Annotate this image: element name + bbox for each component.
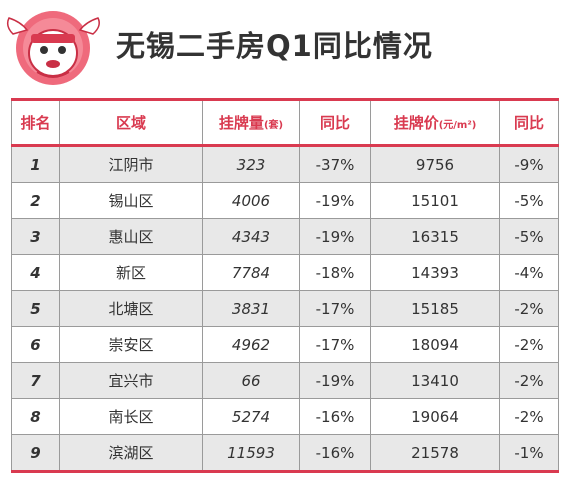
cell-rank: 9: [11, 434, 60, 473]
cell-price: 9756: [370, 145, 500, 183]
cell-price: 16315: [370, 218, 500, 255]
header-district: 区域: [59, 98, 203, 147]
cell-listings-yoy: -19%: [299, 362, 371, 399]
cell-listings: 5274: [202, 398, 300, 435]
cell-listings-yoy: -16%: [299, 398, 371, 435]
table-row: 3 惠山区 4343 -19% 16315 -5%: [11, 218, 559, 255]
table-header-row: 排名 区域 挂牌量(套) 同比 挂牌价(元/m²) 同比: [11, 98, 559, 147]
cell-price: 19064: [370, 398, 500, 435]
cell-price-yoy: -2%: [499, 362, 559, 399]
cell-listings-yoy: -17%: [299, 290, 371, 327]
table-row: 5 北塘区 3831 -17% 15185 -2%: [11, 290, 559, 327]
header-rank: 排名: [11, 98, 60, 147]
cell-district: 北塘区: [59, 290, 203, 327]
cell-rank: 1: [11, 145, 60, 183]
cell-listings: 4962: [202, 326, 300, 363]
header-price-yoy: 同比: [499, 98, 559, 147]
cell-price-yoy: -2%: [499, 290, 559, 327]
table-row: 1 江阴市 323 -37% 9756 -9%: [11, 145, 559, 183]
table-row: 6 崇安区 4962 -17% 18094 -2%: [11, 326, 559, 363]
table-row: 8 南长区 5274 -16% 19064 -2%: [11, 398, 559, 435]
table-row: 9 滨湖区 11593 -16% 21578 -1%: [11, 434, 559, 473]
cell-listings-yoy: -17%: [299, 326, 371, 363]
cell-price-yoy: -1%: [499, 434, 559, 473]
table-row: 4 新区 7784 -18% 14393 -4%: [11, 254, 559, 291]
cell-listings: 4343: [202, 218, 300, 255]
cell-district: 南长区: [59, 398, 203, 435]
cell-district: 新区: [59, 254, 203, 291]
cell-listings: 4006: [202, 182, 300, 219]
cell-price: 15101: [370, 182, 500, 219]
sheep-mascot-logo-icon: [6, 11, 100, 85]
cell-price: 21578: [370, 434, 500, 473]
cell-price: 15185: [370, 290, 500, 327]
cell-district: 江阴市: [59, 145, 203, 183]
cell-rank: 5: [11, 290, 60, 327]
cell-rank: 4: [11, 254, 60, 291]
cell-listings: 3831: [202, 290, 300, 327]
cell-district: 滨湖区: [59, 434, 203, 473]
cell-price-yoy: -5%: [499, 218, 559, 255]
cell-listings: 66: [202, 362, 300, 399]
housing-table: 排名 区域 挂牌量(套) 同比 挂牌价(元/m²) 同比 1 江阴市 323 -37%…: [11, 98, 559, 473]
page-title: 无锡二手房Q1同比情况: [116, 29, 433, 63]
cell-listings-yoy: -16%: [299, 434, 371, 473]
cell-listings-yoy: -19%: [299, 182, 371, 219]
cell-rank: 7: [11, 362, 60, 399]
cell-price-yoy: -4%: [499, 254, 559, 291]
cell-listings-yoy: -19%: [299, 218, 371, 255]
cell-listings: 7784: [202, 254, 300, 291]
cell-price-yoy: -9%: [499, 145, 559, 183]
cell-district: 锡山区: [59, 182, 203, 219]
cell-listings: 323: [202, 145, 300, 183]
cell-listings-yoy: -18%: [299, 254, 371, 291]
cell-price-yoy: -5%: [499, 182, 559, 219]
cell-district: 惠山区: [59, 218, 203, 255]
cell-price: 13410: [370, 362, 500, 399]
cell-rank: 2: [11, 182, 60, 219]
header-listings-yoy: 同比: [299, 98, 371, 147]
cell-price: 14393: [370, 254, 500, 291]
cell-price: 18094: [370, 326, 500, 363]
cell-price-yoy: -2%: [499, 326, 559, 363]
cell-listings-yoy: -37%: [299, 145, 371, 183]
table-row: 2 锡山区 4006 -19% 15101 -5%: [11, 182, 559, 219]
cell-rank: 3: [11, 218, 60, 255]
cell-rank: 8: [11, 398, 60, 435]
cell-district: 崇安区: [59, 326, 203, 363]
cell-price-yoy: -2%: [499, 398, 559, 435]
header-listings-unit: (套): [263, 120, 284, 131]
header-price: 挂牌价(元/m²): [370, 98, 500, 147]
cell-district: 宜兴市: [59, 362, 203, 399]
header-listings: 挂牌量(套): [202, 98, 300, 147]
cell-listings: 11593: [202, 434, 300, 473]
header-price-unit: (元/m²): [438, 120, 477, 131]
table-row: 7 宜兴市 66 -19% 13410 -2%: [11, 362, 559, 399]
cell-rank: 6: [11, 326, 60, 363]
